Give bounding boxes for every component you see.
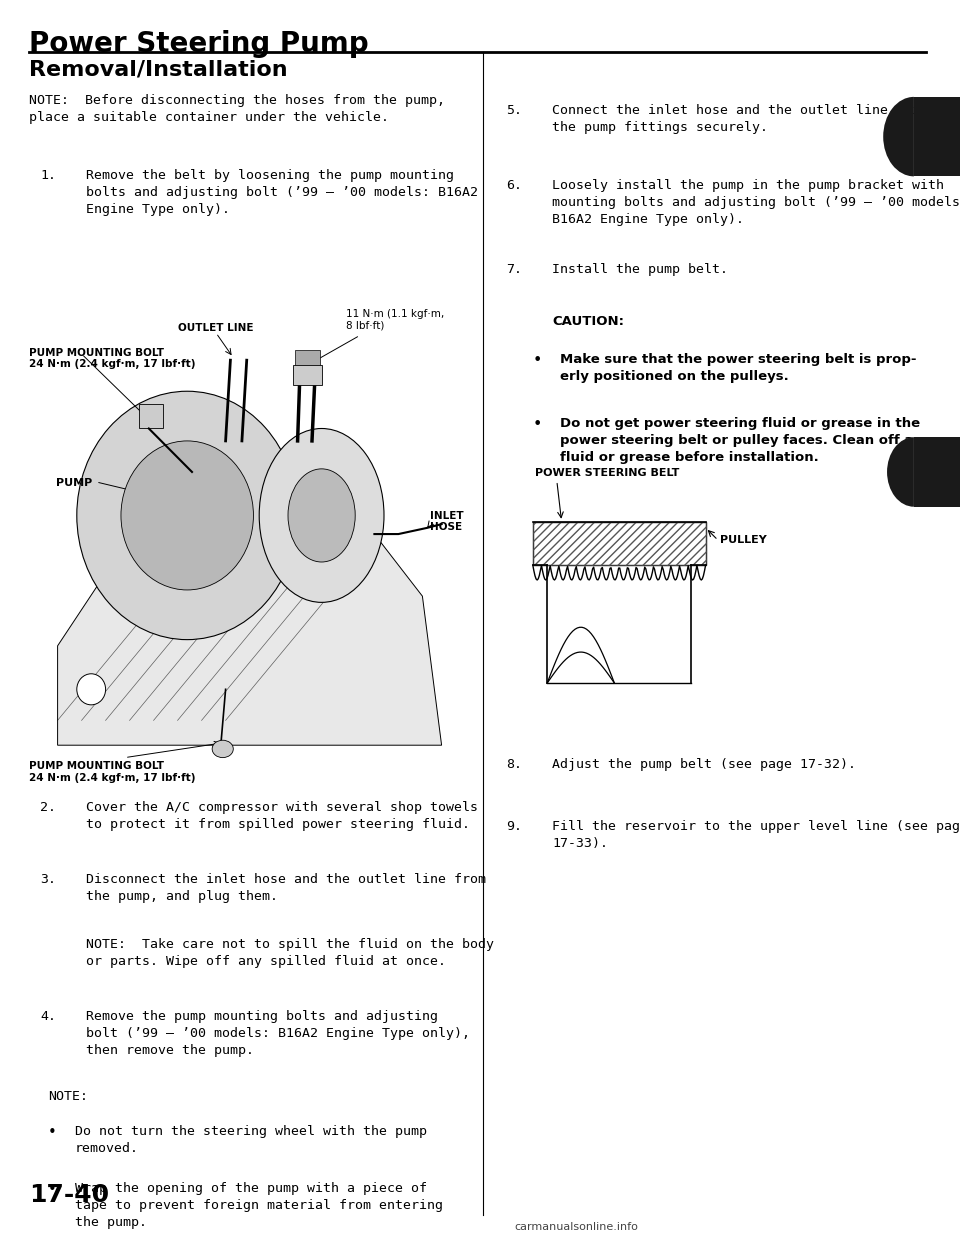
Text: •: • (48, 1182, 57, 1197)
Bar (914, 437, 960, 507)
Text: 2.: 2. (40, 801, 57, 814)
Text: •: • (533, 417, 542, 432)
Text: Remove the belt by loosening the pump mounting
bolts and adjusting bolt (’99 – ’: Remove the belt by loosening the pump mo… (86, 169, 478, 216)
Text: POWER STEERING BELT: POWER STEERING BELT (535, 468, 679, 478)
Text: CAUTION:: CAUTION: (552, 315, 624, 328)
Text: carmanualsonline.info: carmanualsonline.info (514, 1222, 638, 1232)
Text: Make sure that the power steering belt is prop-
erly positioned on the pulleys.: Make sure that the power steering belt i… (560, 353, 916, 383)
Ellipse shape (288, 469, 355, 563)
Ellipse shape (77, 673, 106, 704)
Text: Connect the inlet hose and the outlet line. Tighten
the pump fittings securely.: Connect the inlet hose and the outlet li… (552, 104, 960, 134)
Text: Loosely install the pump in the pump bracket with
mounting bolts and adjusting b: Loosely install the pump in the pump bra… (552, 179, 960, 226)
Text: PUMP MOUNTING BOLT
24 N·m (2.4 kgf·m, 17 lbf·ft): PUMP MOUNTING BOLT 24 N·m (2.4 kgf·m, 17… (29, 348, 195, 369)
Text: Fill the reservoir to the upper level line (see page
17-33).: Fill the reservoir to the upper level li… (552, 820, 960, 850)
Text: OUTLET LINE: OUTLET LINE (179, 323, 253, 333)
Text: 11 N·m (1.1 kgf·m,
8 lbf·ft): 11 N·m (1.1 kgf·m, 8 lbf·ft) (346, 309, 444, 330)
Text: 3.: 3. (40, 873, 57, 886)
Bar (533, 522, 706, 565)
Bar (295, 350, 320, 365)
Text: PULLEY: PULLEY (720, 535, 767, 545)
Polygon shape (58, 497, 442, 745)
Text: Do not get power steering fluid or grease in the
power steering belt or pulley f: Do not get power steering fluid or greas… (560, 417, 931, 465)
Text: 5.: 5. (506, 104, 522, 117)
Text: Do not turn the steering wheel with the pump
removed.: Do not turn the steering wheel with the … (75, 1125, 427, 1155)
Bar (533, 522, 706, 565)
Text: Remove the pump mounting bolts and adjusting
bolt (’99 – ’00 models: B16A2 Engin: Remove the pump mounting bolts and adjus… (86, 1010, 470, 1057)
Text: Removal/Installation: Removal/Installation (29, 60, 287, 79)
Text: 6.: 6. (506, 179, 522, 191)
Text: Disconnect the inlet hose and the outlet line from
the pump, and plug them.: Disconnect the inlet hose and the outlet… (86, 873, 487, 903)
Text: PUMP MOUNTING BOLT
24 N·m (2.4 kgf·m, 17 lbf·ft): PUMP MOUNTING BOLT 24 N·m (2.4 kgf·m, 17… (29, 761, 195, 782)
Bar (914, 97, 960, 176)
Text: Wrap the opening of the pump with a piece of
tape to prevent foreign material fr: Wrap the opening of the pump with a piec… (75, 1182, 443, 1230)
Text: NOTE:: NOTE: (48, 1090, 88, 1103)
Text: 8.: 8. (506, 758, 522, 770)
Text: 9.: 9. (506, 820, 522, 832)
Bar (29, 329, 461, 758)
Text: 1.: 1. (40, 169, 57, 181)
Text: 7.: 7. (506, 263, 522, 276)
Text: PUMP: PUMP (56, 478, 92, 488)
Text: Cover the A/C compressor with several shop towels
to protect it from spilled pow: Cover the A/C compressor with several sh… (86, 801, 478, 831)
Ellipse shape (121, 441, 253, 590)
Text: 4.: 4. (40, 1010, 57, 1022)
Text: NOTE:  Take care not to spill the fluid on the body
or parts. Wipe off any spill: NOTE: Take care not to spill the fluid o… (86, 938, 494, 968)
Text: Adjust the pump belt (see page 17-32).: Adjust the pump belt (see page 17-32). (552, 758, 856, 770)
Wedge shape (887, 437, 914, 507)
Text: •: • (48, 1125, 57, 1140)
Text: NOTE:  Before disconnecting the hoses from the pump,
place a suitable container : NOTE: Before disconnecting the hoses fro… (29, 94, 444, 124)
Text: 17-40: 17-40 (29, 1184, 108, 1207)
Bar (293, 365, 322, 385)
Text: INLET
HOSE: INLET HOSE (430, 510, 464, 533)
Text: •: • (533, 353, 542, 368)
Text: Install the pump belt.: Install the pump belt. (552, 263, 728, 276)
Bar (139, 404, 163, 428)
Text: Power Steering Pump: Power Steering Pump (29, 30, 369, 58)
Wedge shape (883, 97, 914, 176)
Ellipse shape (259, 428, 384, 602)
Ellipse shape (77, 391, 298, 640)
Ellipse shape (212, 740, 233, 758)
